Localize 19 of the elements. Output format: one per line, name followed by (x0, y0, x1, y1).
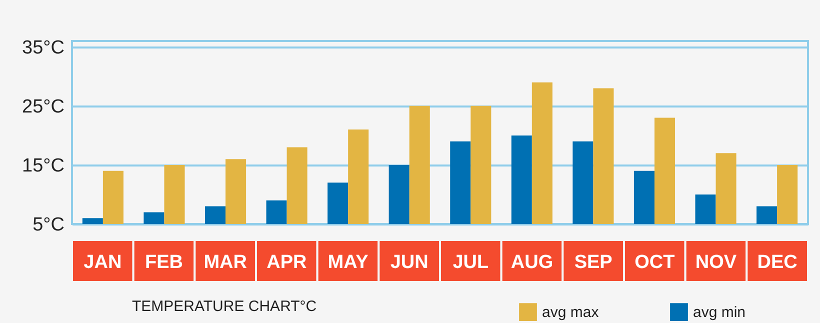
x-tick-label: JAN (84, 252, 122, 273)
x-tick-label: OCT (634, 252, 676, 273)
x-tick-label: JUN (390, 252, 428, 273)
y-tick-label: 25°C (22, 96, 64, 118)
x-tick-label: MAY (328, 252, 369, 273)
x-tick-label: FEB (145, 252, 183, 273)
legend-label: avg max (542, 304, 600, 322)
x-tick-label: DEC (757, 252, 798, 273)
x-tick-label: SEP (574, 252, 613, 273)
x-tick-label: AUG (510, 252, 554, 273)
x-tick-label: APR (266, 252, 307, 273)
y-tick-label: 15°C (22, 155, 64, 176)
x-tick-label: JUL (452, 252, 489, 273)
legend-label: avg min (693, 304, 746, 322)
y-tick-label: 35°C (22, 37, 64, 58)
text: TEMPERATURE CHART°C (132, 298, 317, 315)
y-tick-label: 5°C (32, 214, 64, 236)
x-tick-label: NOV (695, 252, 737, 273)
x-tick-label: MAR (204, 252, 248, 273)
